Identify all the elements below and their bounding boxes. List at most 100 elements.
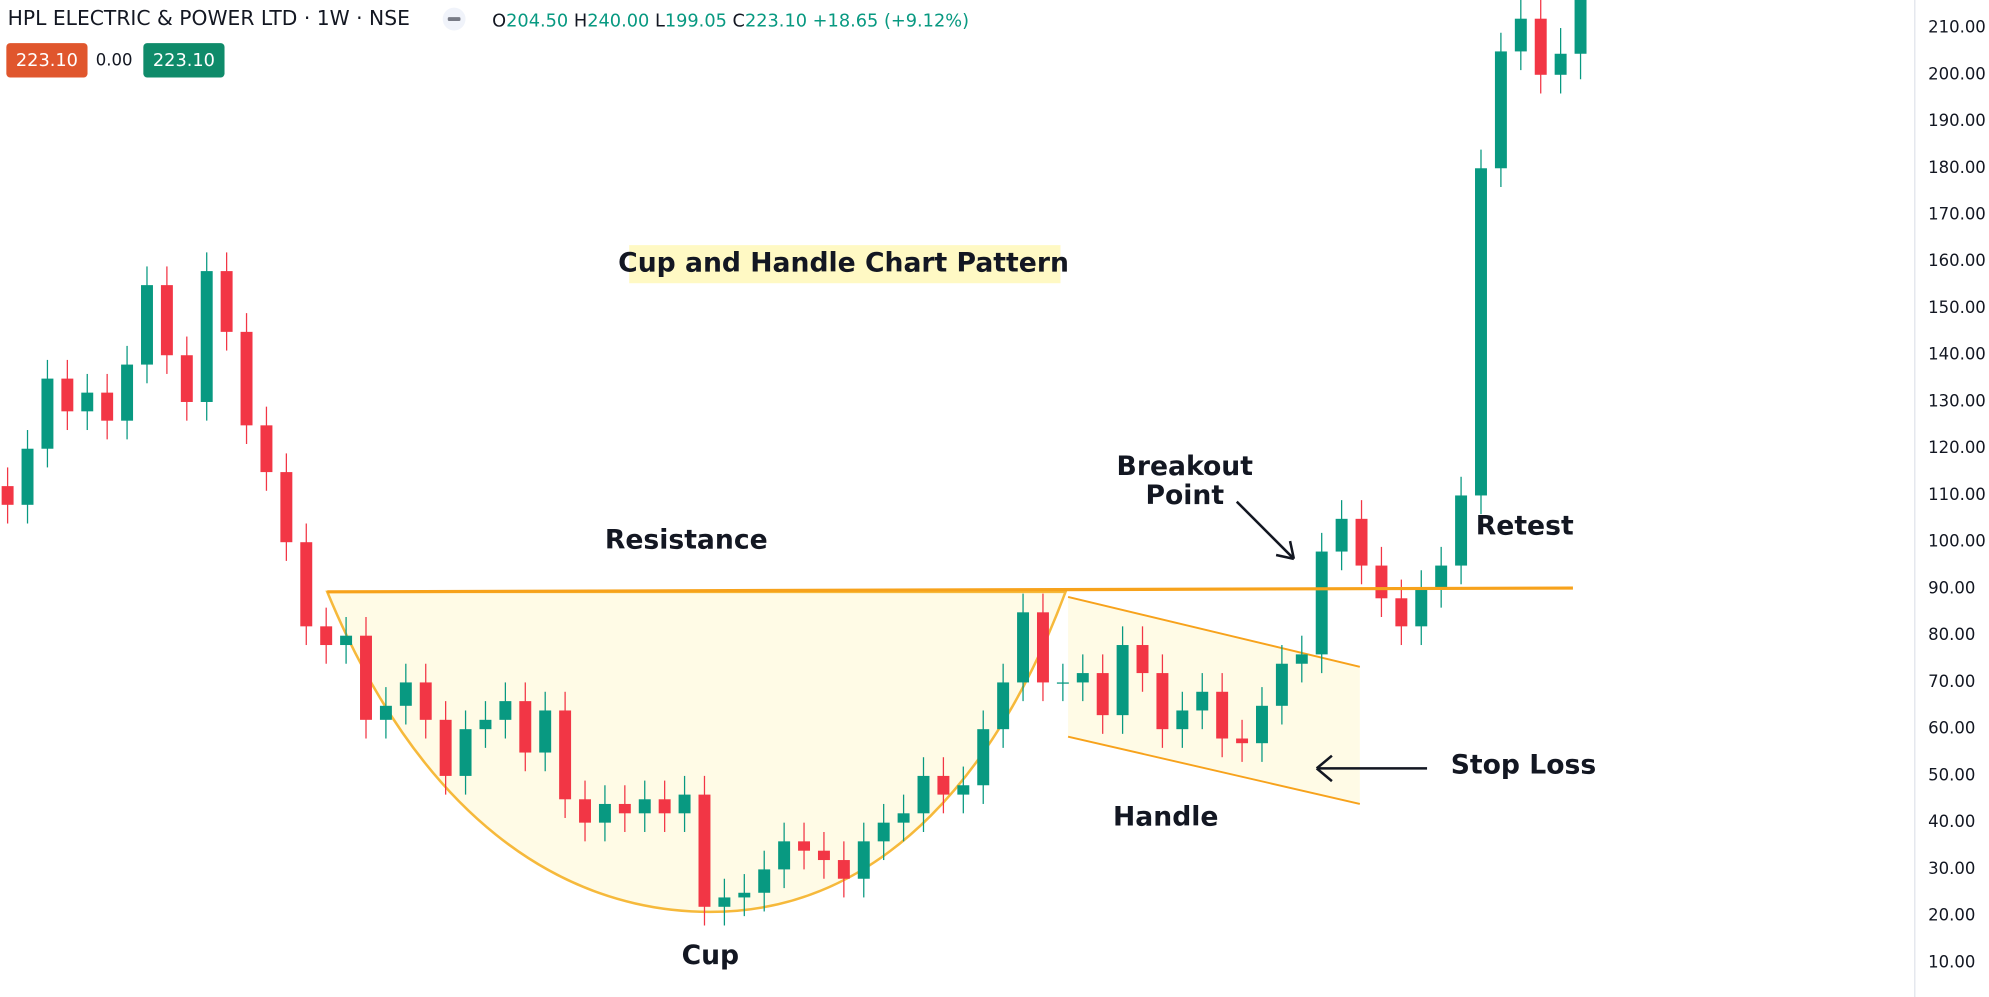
annotation: Retest xyxy=(1476,511,1574,542)
candle-body xyxy=(698,794,711,907)
annotation: Handle xyxy=(1113,801,1218,832)
candle-body xyxy=(857,841,870,879)
y-tick-label: 70.00 xyxy=(1928,672,1975,691)
y-tick-label: 140.00 xyxy=(1928,345,1986,364)
candle-body xyxy=(579,799,591,823)
y-tick-label: 100.00 xyxy=(1928,532,1986,551)
candle-body xyxy=(618,803,631,814)
candle-body xyxy=(1136,645,1149,674)
candle-body xyxy=(598,803,611,823)
candle-body xyxy=(419,682,432,720)
candles xyxy=(1,0,1587,926)
candle-body xyxy=(997,682,1010,730)
ohlc-key: O xyxy=(492,12,506,32)
arrows xyxy=(1235,500,1428,783)
channel-lower xyxy=(1067,735,1361,805)
candle-body xyxy=(897,813,910,823)
y-tick-label: 80.00 xyxy=(1928,625,1975,644)
ohlc-key: C xyxy=(733,12,745,32)
candle-body xyxy=(1514,18,1527,52)
candle-body xyxy=(539,710,552,753)
candle-body xyxy=(220,271,233,332)
candle-body xyxy=(837,860,850,879)
candle-body xyxy=(658,799,671,814)
candle-body xyxy=(1554,53,1567,75)
y-tick-label: 60.00 xyxy=(1928,719,1975,738)
candle-body xyxy=(1395,598,1408,627)
candle-body xyxy=(738,892,751,898)
candle-body xyxy=(1494,51,1507,169)
candle-body xyxy=(1335,518,1348,552)
candle-body xyxy=(1295,654,1308,664)
y-tick-label: 50.00 xyxy=(1928,765,1975,784)
candle-body xyxy=(141,285,153,365)
ask-badge xyxy=(143,43,225,78)
candle-body xyxy=(340,635,353,646)
candle-body xyxy=(260,425,273,473)
candle-body xyxy=(519,701,532,753)
candle-body xyxy=(320,626,333,646)
candle-body xyxy=(379,705,392,720)
change: +18.65 (+9.12%) xyxy=(813,12,969,32)
y-tick-label: 200.00 xyxy=(1928,64,1986,83)
candle-body xyxy=(718,897,731,907)
candle-body xyxy=(957,785,970,795)
annotation: Resistance xyxy=(605,525,768,556)
candle-body xyxy=(1375,565,1388,599)
y-tick-label: 130.00 xyxy=(1928,391,1986,410)
ask-price: 223.10 xyxy=(153,51,215,71)
ohlc-value: 204.50 xyxy=(506,12,568,32)
bid-badge xyxy=(6,43,88,78)
candle-body xyxy=(499,701,512,720)
candle-body xyxy=(877,822,890,842)
title-background xyxy=(629,245,1061,284)
toggle-icon xyxy=(447,17,461,21)
candle-body xyxy=(1036,612,1049,683)
symbol: HPL ELECTRIC & POWER LTD · 1W · NSE xyxy=(8,6,410,30)
y-tick-label: 190.00 xyxy=(1928,111,1986,130)
channel-upper xyxy=(1067,596,1361,668)
y-tick-label: 10.00 xyxy=(1928,952,1975,971)
candle-body xyxy=(61,378,74,412)
candle-body xyxy=(1,486,14,505)
candle-body xyxy=(1056,682,1069,684)
y-tick-label: 210.00 xyxy=(1928,18,1986,37)
candle-body xyxy=(81,392,94,412)
candle-body xyxy=(1236,738,1249,744)
ohlc-value: 199.05 xyxy=(665,12,727,32)
candle-body xyxy=(101,392,114,421)
ohlc-value: 223.10 xyxy=(745,12,807,32)
y-axis: 10.00 20.00 30.00 40.00 50.00 60.00 70.00 80.00… xyxy=(1928,18,1986,972)
bid-price: 223.10 xyxy=(16,51,78,71)
annotation: Stop Loss xyxy=(1451,749,1596,780)
chart-title: Cup and Handle Chart Pattern xyxy=(618,248,1069,279)
candle-body xyxy=(1096,673,1109,716)
candle-body xyxy=(300,542,313,627)
y-tick-label: 150.00 xyxy=(1928,298,1986,317)
candle-body xyxy=(240,331,253,426)
ohlc-key: H xyxy=(574,12,587,32)
candle-body xyxy=(459,729,472,776)
candle-body xyxy=(1256,705,1268,744)
candle-body xyxy=(41,378,54,449)
candle-body xyxy=(1275,663,1288,706)
y-tick-label: 180.00 xyxy=(1928,158,1986,177)
candle-body xyxy=(1176,710,1189,730)
candle-body xyxy=(638,799,651,814)
y-tick-label: 160.00 xyxy=(1928,251,1986,270)
y-tick-label: 40.00 xyxy=(1928,812,1975,831)
candle-body xyxy=(1355,518,1368,566)
candle-body xyxy=(479,719,492,730)
candle-body xyxy=(200,271,213,402)
candle-body xyxy=(937,775,950,795)
y-tick-label: 120.00 xyxy=(1928,438,1986,457)
y-tick-label: 20.00 xyxy=(1928,906,1975,925)
candle-body xyxy=(439,719,452,776)
candle-body xyxy=(160,285,173,356)
y-tick-label: 170.00 xyxy=(1928,205,1986,224)
candle-body xyxy=(758,869,771,893)
candle-body xyxy=(559,710,572,800)
resistance-line xyxy=(327,586,1573,594)
